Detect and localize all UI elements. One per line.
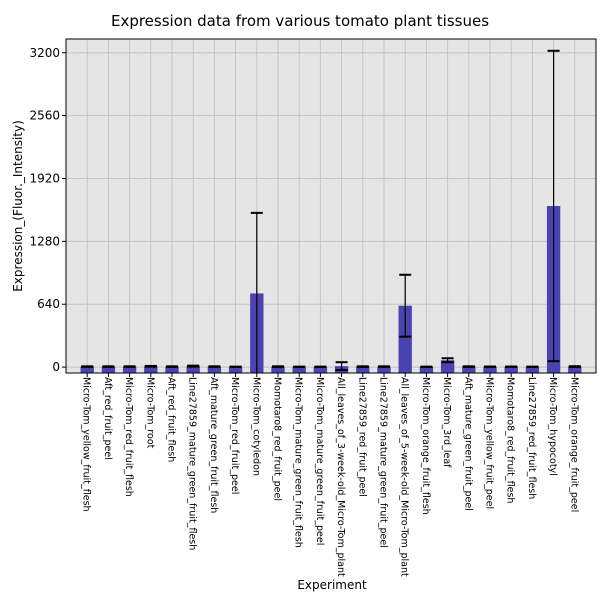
x-tick-label: Aft_red_fruit_flesh	[166, 377, 177, 462]
bar	[462, 366, 476, 373]
x-tick-label: Aft_mature_green_fruit_flesh	[208, 377, 219, 513]
bar	[377, 366, 391, 373]
bar	[271, 366, 285, 373]
x-tick-label: Micro-Tom_red_fruit_peel	[229, 377, 240, 494]
x-tick-label: Line27859_mature_green_fruit_flesh	[187, 377, 198, 550]
bar	[398, 305, 412, 373]
x-tick-label: All_leaves_of_3-week-old_Micro-Tom_plant	[335, 377, 346, 577]
bar	[228, 366, 243, 373]
bar	[525, 366, 540, 373]
x-tick-label: Aft_red_fruit_peel	[102, 377, 113, 460]
x-axis-label: Experiment	[297, 578, 367, 592]
x-tick-label: Line27859_red_fruit_flesh	[526, 377, 537, 499]
y-tick-label: 2560	[29, 109, 60, 123]
bar	[440, 360, 455, 373]
y-tick-label: 1280	[29, 234, 60, 248]
bar	[186, 366, 200, 373]
bar	[80, 366, 94, 373]
plot-frame	[65, 38, 597, 374]
y-axis-label: Expression_(Fluor._Intensity)	[11, 120, 25, 292]
x-tick-label: Line27859_mature_green_fruit_peel	[378, 377, 389, 548]
bar	[419, 366, 434, 373]
x-tick-label: Momotaro8_red_fruit_flesh	[505, 377, 516, 503]
x-tick-label: Micro-Tom_cotyledon	[250, 377, 261, 476]
bar	[165, 366, 179, 373]
bar	[568, 366, 582, 373]
x-tick-label: Micro-Tom_3rd_leaf	[441, 377, 452, 468]
bar	[207, 366, 222, 373]
bar	[122, 366, 137, 373]
x-tick-label: Aft_mature_green_fruit_peel	[462, 377, 473, 511]
x-tick-label: Micro-Tom_red_fruit_flesh	[123, 377, 134, 497]
x-tick-label: Line27859_red_fruit_peel	[356, 377, 367, 497]
x-tick-label: Micro-Tom_mature_green_fruit_flesh	[293, 377, 304, 548]
x-tick-label: Momotaro8_red_fruit_peel	[272, 377, 283, 501]
y-tick-label: 1920	[29, 171, 60, 185]
y-tick-label: 640	[37, 297, 60, 311]
x-tick-label: Micro-Tom_root	[144, 377, 155, 449]
bar	[292, 366, 306, 373]
bar	[483, 366, 497, 373]
x-tick-label: All_leaves_of_5-week-old_Micro-Tom_plant	[399, 377, 410, 577]
chart-title: Expression data from various tomato plan…	[111, 12, 489, 30]
x-tick-label: Micro-Tom_orange_fruit_flesh	[420, 377, 431, 515]
x-tick-label: Micro-Tom_yellow_fruit_peel	[484, 377, 495, 509]
y-tick-label: 0	[52, 360, 60, 374]
x-tick-label: Micro-Tom_hypocotyl	[547, 377, 558, 476]
bar	[356, 366, 370, 373]
x-tick-label: Micro-Tom_mature_green_fruit_peel	[314, 377, 325, 545]
plot-area	[66, 39, 596, 373]
x-tick-label: Micro-Tom_orange_fruit_peel	[568, 377, 579, 512]
bar	[313, 366, 328, 373]
bar	[144, 366, 158, 373]
x-tick-label: Micro-Tom_yellow_fruit_flesh	[81, 377, 92, 512]
bar	[504, 366, 518, 373]
y-tick-label: 3200	[29, 46, 60, 60]
bar	[101, 366, 116, 373]
